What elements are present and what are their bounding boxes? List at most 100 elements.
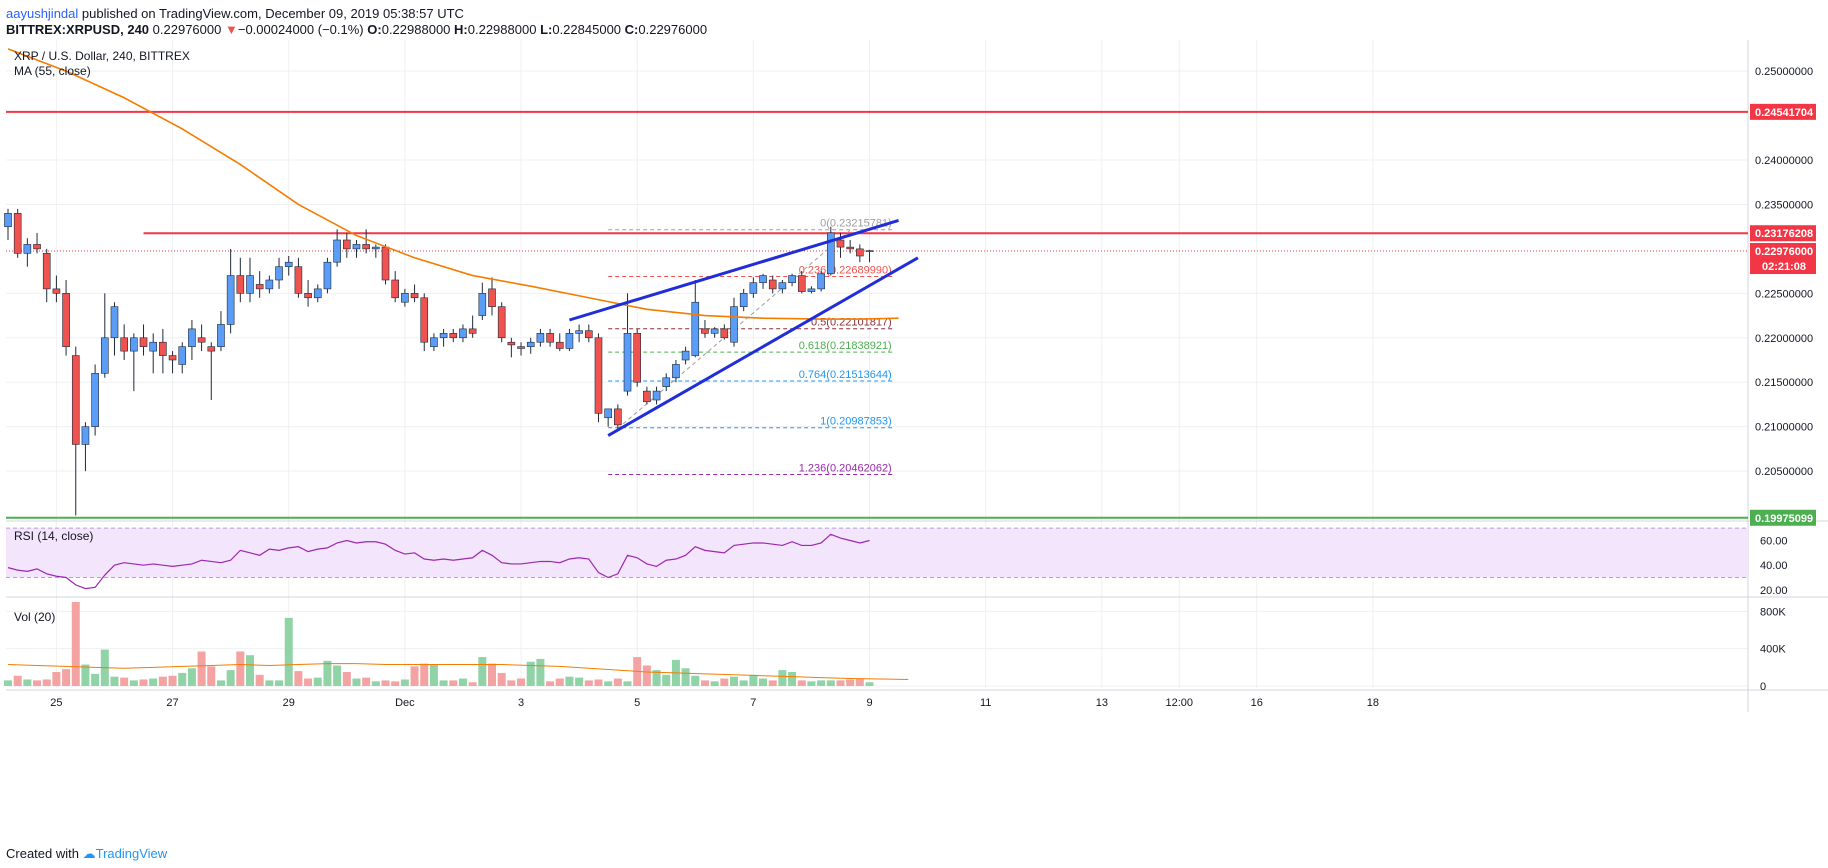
candle-14 [139, 324, 148, 356]
candle-body-51 [497, 306, 506, 339]
fib-label-1: 1(0.20987853) [820, 416, 892, 428]
candle-body-23 [226, 275, 235, 325]
volume-bar-79 [768, 680, 777, 686]
candle-18 [178, 342, 187, 374]
ma-55-line [7, 48, 899, 320]
grid [6, 40, 1748, 688]
candle-40 [391, 271, 400, 303]
candle-body-61 [594, 337, 603, 414]
candle-83 [807, 286, 816, 294]
candle-49 [478, 282, 487, 320]
candle-74 [720, 324, 729, 340]
symbol-info: BITTREX:XRPUSD, 240 0.22976000 ▼−0.00024… [6, 22, 707, 37]
candle-60 [584, 324, 593, 343]
high-value: 0.22988000 [467, 22, 537, 37]
candle-35 [342, 232, 351, 258]
publish-info: aayushjindal published on TradingView.co… [6, 6, 464, 21]
candle-body-0 [4, 213, 12, 227]
candle-12 [120, 324, 128, 360]
y-tick-0: 0.25000000 [1755, 66, 1813, 78]
pane-borders [6, 40, 1828, 712]
candle-19 [188, 320, 196, 360]
candle-body-47 [459, 328, 467, 339]
symbol-name: BITTREX:XRPUSD, 240 [6, 22, 150, 37]
candle-25 [246, 257, 254, 303]
y-tick-6: 0.21000000 [1755, 422, 1813, 434]
x-tick-1: 27 [166, 697, 178, 709]
candle-30 [294, 257, 303, 298]
volume-bar-70 [681, 668, 690, 686]
x-tick-0: 25 [50, 697, 62, 709]
vol-tick-0: 800K [1760, 606, 1786, 618]
low-value: 0.22845000 [552, 22, 622, 37]
volume-bar-55 [536, 658, 545, 686]
volume-bar-52 [507, 680, 516, 686]
author-link[interactable]: aayushjindal [6, 6, 79, 21]
candle-6 [62, 280, 70, 356]
candle-body-41 [401, 293, 409, 303]
candle-body-78 [759, 275, 767, 283]
volume-bar-31 [304, 678, 313, 686]
volume-bar-26 [255, 674, 264, 686]
volume-bar-80 [778, 670, 787, 686]
candle-body-44 [430, 337, 438, 347]
candle-4 [42, 248, 51, 303]
volume-bar-15 [149, 678, 158, 686]
fib-label-0.764: 0.764(0.21513644) [799, 369, 892, 381]
candle-body-6 [62, 293, 70, 347]
volume-bar-38 [371, 681, 380, 686]
candle-24 [236, 257, 245, 303]
level-tag-bg-resistance-0.2454 [1750, 103, 1816, 120]
candle-body-17 [168, 355, 177, 361]
vol-tick-2: 0 [1760, 681, 1766, 693]
candle-9 [91, 364, 99, 436]
candle-body-26 [255, 284, 264, 290]
candle-body-13 [130, 337, 138, 352]
candle-body-72 [701, 328, 709, 334]
candle-body-8 [81, 426, 90, 445]
volume-bar-8 [81, 664, 90, 686]
chart-area[interactable]: 0(0.23215781)0.236(0.22689990)0.5(0.2210… [0, 40, 1828, 840]
candle-body-33 [323, 261, 332, 290]
candle-61 [594, 333, 603, 423]
volume-bar-42 [410, 666, 419, 686]
volume-bar-41 [400, 679, 409, 686]
legend-rsi: RSI (14, close) [14, 529, 93, 543]
candle-79 [768, 275, 777, 294]
volume-bar-19 [187, 668, 196, 686]
candle-body-66 [643, 390, 651, 403]
candle-body-70 [681, 350, 690, 361]
fib-label-0.618: 0.618(0.21838921) [799, 340, 892, 352]
volume-bar-78 [759, 678, 768, 686]
volume-bar-9 [91, 673, 100, 686]
volume-bar-17 [168, 675, 177, 686]
volume-bar-81 [788, 672, 797, 686]
candle-11 [110, 302, 119, 356]
tradingview-brand[interactable]: TradingView [95, 846, 168, 861]
candle-80 [778, 280, 787, 294]
volume-bar-87 [846, 679, 855, 686]
candle-7 [71, 346, 80, 516]
volume-bar-27 [265, 680, 274, 686]
volume-bar-62 [604, 681, 613, 686]
volume-bar-66 [642, 665, 651, 686]
volume-bar-44 [429, 664, 438, 686]
volume-pane [4, 602, 909, 686]
candle-26 [255, 271, 264, 298]
candle-body-50 [488, 288, 496, 307]
volume-bar-28 [275, 680, 284, 686]
candle-body-81 [788, 275, 796, 283]
candle-43 [420, 293, 429, 352]
high-label: H: [454, 22, 468, 37]
volume-bar-4 [42, 679, 51, 686]
candle-68 [662, 373, 671, 392]
candle-body-63 [614, 408, 622, 426]
footer: Created with ☁TradingView [6, 846, 167, 862]
candle-body-4 [42, 253, 51, 290]
candle-48 [468, 315, 477, 338]
candle-body-69 [672, 364, 680, 379]
y-tick-3: 0.22500000 [1755, 288, 1813, 300]
candle-82 [797, 271, 806, 294]
legend-title: XRP / U.S. Dollar, 240, BITTREX [14, 49, 190, 63]
candle-76 [739, 288, 748, 312]
